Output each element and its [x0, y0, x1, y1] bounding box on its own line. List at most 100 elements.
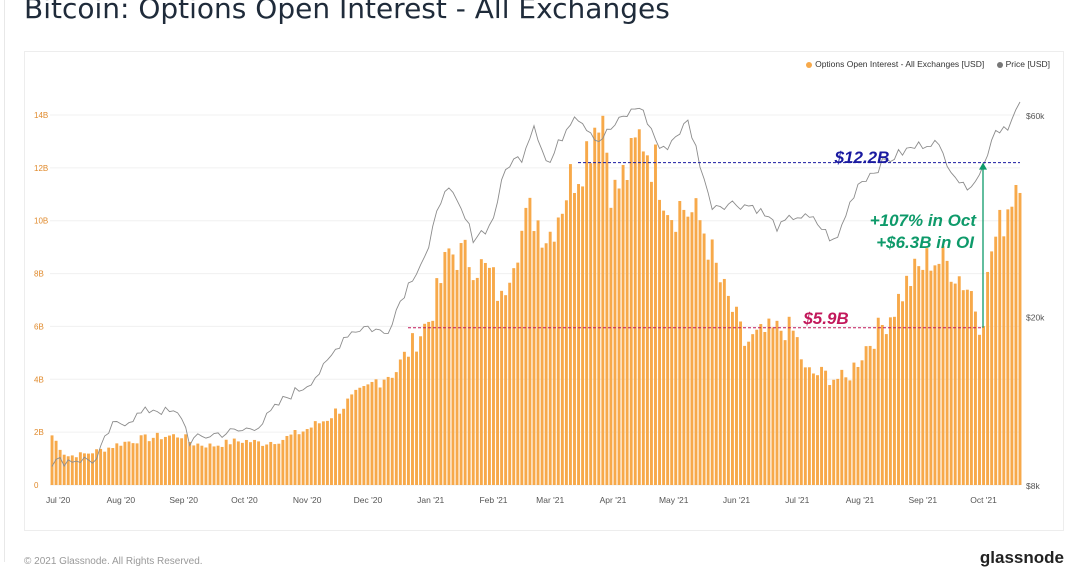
- oi-bar: [892, 316, 896, 485]
- oi-bar: [597, 132, 601, 485]
- oi-bar: [139, 435, 143, 485]
- y-axis-left: 0 2B 4B 6B 8B 10B 12B 14B: [34, 111, 48, 490]
- oi-bar: [350, 394, 354, 485]
- oi-bar: [941, 246, 945, 485]
- oi-bar: [87, 453, 90, 485]
- oi-bar: [524, 207, 528, 485]
- y-right-tick-label: $8k: [1026, 481, 1040, 491]
- oi-bar: [670, 220, 674, 485]
- x-tick-label: Oct '20: [231, 495, 258, 505]
- oi-bar: [70, 455, 74, 485]
- oi-bar: [573, 192, 576, 486]
- oi-bar: [763, 332, 767, 485]
- oi-bar: [119, 445, 123, 485]
- x-tick-label: Aug '21: [846, 495, 875, 505]
- oi-bar: [285, 435, 289, 485]
- oi-bar: [856, 366, 860, 485]
- y-right-tick-label: $60k: [1026, 111, 1045, 121]
- oi-bar: [710, 239, 714, 485]
- oi-bar: [471, 280, 475, 485]
- legend-item-oi[interactable]: Options Open Interest - All Exchanges [U…: [806, 59, 987, 69]
- oi-bar: [771, 327, 775, 485]
- oi-bar: [694, 198, 698, 485]
- oi-bar: [816, 375, 819, 485]
- oi-bar: [216, 445, 220, 485]
- y-axis-right: $8k $20k $60k: [1026, 111, 1045, 491]
- oi-bar: [354, 389, 358, 485]
- oi-bar: [155, 432, 159, 485]
- chart-legend[interactable]: Options Open Interest - All Exchanges [U…: [796, 58, 1050, 69]
- oi-bar: [743, 345, 747, 485]
- oi-bar: [415, 351, 418, 485]
- oi-bar: [807, 367, 811, 485]
- oi-bar: [180, 438, 184, 485]
- oi-bar: [419, 336, 423, 485]
- oi-bar: [913, 258, 917, 485]
- oi-bar: [945, 260, 949, 485]
- oi-bar: [273, 444, 277, 485]
- oi-bar: [909, 286, 913, 485]
- oi-bar: [986, 271, 990, 485]
- oi-bar: [953, 283, 957, 485]
- oi-bar: [411, 333, 414, 485]
- oi-bar: [91, 453, 94, 485]
- oi-bar: [577, 184, 580, 485]
- oi-bar: [228, 444, 232, 485]
- oi-bar: [281, 439, 285, 485]
- oi-bar: [860, 360, 864, 485]
- oi-bar: [346, 398, 350, 485]
- oi-bar: [905, 275, 909, 485]
- oi-bar: [605, 152, 609, 485]
- oi-bar: [666, 215, 670, 485]
- y-left-tick-label: 12B: [34, 164, 48, 173]
- oi-bar: [196, 443, 200, 485]
- oi-bar: [658, 199, 661, 485]
- oi-bar: [1010, 206, 1014, 485]
- oi-bar: [791, 330, 795, 485]
- oi-bar: [532, 231, 536, 485]
- growth-arrowhead-icon: [979, 162, 987, 170]
- legend-item-price[interactable]: Price [USD]: [996, 59, 1050, 69]
- oi-bar: [394, 372, 398, 485]
- oi-bar: [176, 437, 180, 485]
- oi-bar: [289, 434, 293, 485]
- oi-bar: [609, 207, 613, 486]
- page-left-rule: [4, 0, 5, 562]
- x-tick-label: Sep '21: [909, 495, 938, 505]
- oi-bar: [994, 236, 998, 485]
- oi-bar: [443, 252, 447, 485]
- oi-bar: [1006, 209, 1010, 486]
- oi-bar: [127, 441, 131, 485]
- oi-bar: [978, 334, 981, 485]
- oi-bar: [799, 359, 803, 485]
- annotations: $12.2B $5.9B +107% in Oct +$6.3B in OI: [408, 148, 1020, 329]
- oi-bar: [370, 381, 374, 485]
- oi-bar: [459, 243, 463, 485]
- oi-bar: [455, 269, 459, 485]
- oi-bar: [305, 429, 309, 485]
- oi-bar: [621, 164, 625, 486]
- oi-bar: [293, 430, 297, 485]
- oi-bar: [447, 248, 451, 485]
- oi-bar: [82, 453, 86, 485]
- oi-bar: [1002, 236, 1006, 485]
- y-left-tick-label: 10B: [34, 217, 48, 226]
- oi-bar: [884, 334, 888, 485]
- oi-bar: [334, 408, 337, 485]
- oi-bar: [824, 370, 828, 485]
- oi-bar: [722, 278, 726, 485]
- oi-bar: [864, 346, 868, 485]
- y-left-tick-label: 0: [34, 481, 39, 490]
- oi-bar: [795, 337, 799, 485]
- oi-bar: [321, 421, 325, 485]
- oi-bar: [961, 290, 965, 485]
- oi-bar: [151, 437, 155, 485]
- oi-bar: [969, 291, 973, 485]
- oi-bar: [601, 115, 605, 485]
- legend-oi-dot-icon: [806, 61, 813, 68]
- oi-bar: [479, 259, 483, 485]
- oi-bar: [317, 423, 321, 485]
- oi-bar: [204, 447, 208, 485]
- oi-bar: [342, 408, 346, 485]
- oi-bar: [787, 316, 791, 485]
